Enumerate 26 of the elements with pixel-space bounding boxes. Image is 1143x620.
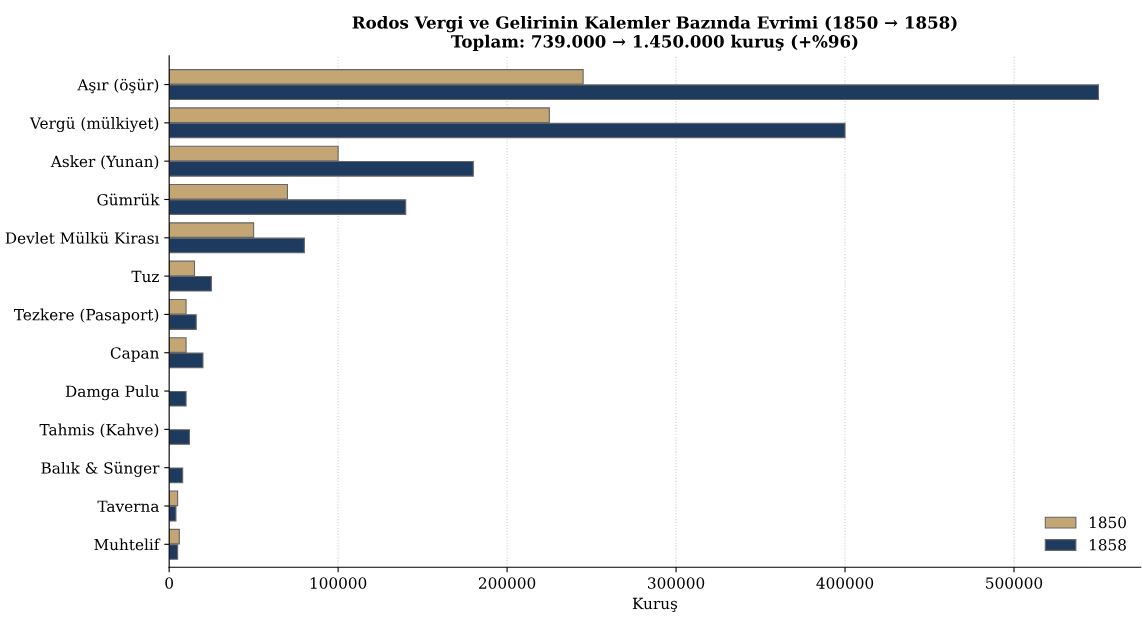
x-tick-label: 0 <box>165 577 174 589</box>
y-tick-label: Tahmis (Kahve) <box>39 423 159 438</box>
chart-title: Rodos Vergi ve Gelirinin Kalemler Bazında Evrimi (1850 → 1858) Toplam: 739.000 → 1.450.000 kuruş (+%96) <box>352 15 957 51</box>
bar <box>169 390 187 407</box>
y-tick-label: Taverna <box>97 500 159 513</box>
x-tick-label: 100000 <box>310 577 367 589</box>
y-tick-label: Damga Pulu <box>65 385 159 401</box>
y-tick-label: Vergü (mülkiyet) <box>29 117 159 133</box>
legend-label: 1850 <box>1089 516 1126 529</box>
y-tick-label: Tuz <box>131 270 159 283</box>
y-tick-label: Asker (Yunan) <box>50 155 159 170</box>
y-tick-label: Capan <box>110 347 160 362</box>
y-tick-label: Devlet Mülkü Kirası <box>5 231 160 244</box>
y-tick-label: Aşır (öşür) <box>77 78 159 94</box>
bar <box>169 467 184 484</box>
x-tick-label: 200000 <box>478 577 536 589</box>
x-tick-label: 500000 <box>986 577 1043 589</box>
y-tick-label: Gümrük <box>97 193 160 206</box>
y-tick-label: Muhtelif <box>94 538 161 551</box>
y-tick-label: Tezkere (Pasaport) <box>14 308 159 324</box>
x-tick-label: 300000 <box>648 577 705 589</box>
bar <box>169 429 190 445</box>
y-tick-label: Balık & Sünger <box>41 461 160 477</box>
x-axis-title: Kuruş <box>632 597 678 612</box>
x-tick-label: 400000 <box>816 577 874 589</box>
legend-label: 1858 <box>1089 539 1126 551</box>
